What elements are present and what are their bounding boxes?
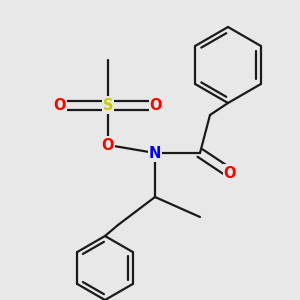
Text: O: O: [224, 166, 236, 181]
Text: O: O: [102, 137, 114, 152]
Text: S: S: [103, 98, 113, 112]
Text: O: O: [150, 98, 162, 112]
Text: O: O: [54, 98, 66, 112]
Text: N: N: [149, 146, 161, 160]
